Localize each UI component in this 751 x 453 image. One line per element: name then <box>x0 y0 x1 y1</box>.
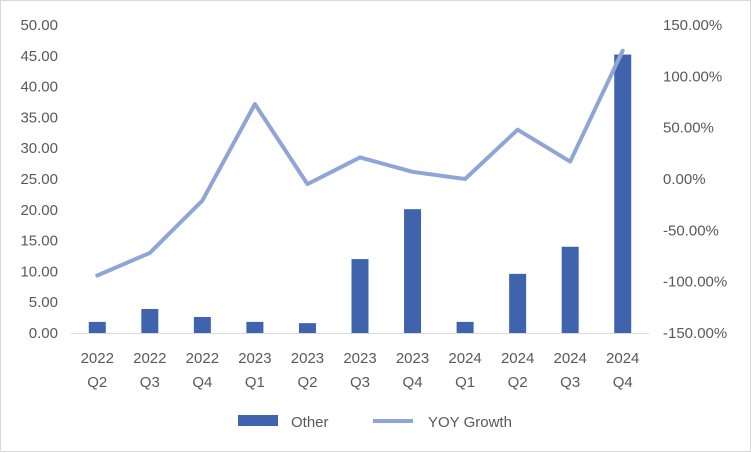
right-axis-tick-label: 100.00% <box>663 68 722 85</box>
bar-other <box>141 308 159 333</box>
right-axis-tick-label: -50.00% <box>663 222 719 239</box>
bar-other <box>456 321 474 333</box>
left-axis-ticks: 0.00 5.00 10.00 15.00 20.00 25.00 30.00 35.00 40… <box>20 17 58 342</box>
x-axis-tick-label-quarter: Q2 <box>297 374 317 391</box>
bar-other <box>246 321 264 333</box>
x-axis-tick-label-quarter: Q2 <box>508 374 528 391</box>
x-axis-tick-label-year: 2022 <box>133 350 166 367</box>
x-axis-tick-label-year: 2023 <box>238 350 271 367</box>
left-axis-tick-label: 45.00 <box>20 48 58 65</box>
x-axis-ticks: 2022 Q2 2022 Q3 2022 Q4 2023 Q1 2023 Q2 2023 Q3 2023… <box>81 350 640 391</box>
x-axis-tick-label-year: 2023 <box>343 350 376 367</box>
left-axis-tick-label: 5.00 <box>29 294 58 311</box>
bar-other <box>509 273 527 333</box>
legend-label-yoy-growth: YOY Growth <box>428 414 512 431</box>
right-axis-tick-label: -150.00% <box>663 325 727 342</box>
bar-other <box>298 323 316 333</box>
x-axis-tick-label-year: 2024 <box>553 350 586 367</box>
bar-other <box>404 209 422 333</box>
x-axis-tick-label-year: 2022 <box>81 350 114 367</box>
x-axis-tick-label-year: 2024 <box>448 350 481 367</box>
right-axis-tick-label: -100.00% <box>663 274 727 291</box>
left-axis-tick-label: 50.00 <box>20 17 58 34</box>
line-yoy-growth <box>95 48 625 278</box>
left-axis-tick-label: 40.00 <box>20 79 58 96</box>
x-axis-tick-label-year: 2024 <box>501 350 534 367</box>
left-axis-tick-label: 10.00 <box>20 263 58 280</box>
line-series-yoy-growth <box>95 48 625 278</box>
left-axis-tick-label: 15.00 <box>20 233 58 250</box>
right-axis-tick-label: 0.00% <box>663 171 706 188</box>
x-axis-tick-label-year: 2024 <box>606 350 639 367</box>
bar-other <box>561 246 579 333</box>
left-axis-tick-label: 20.00 <box>20 202 58 219</box>
bar-other <box>351 259 369 333</box>
x-axis-tick-label-quarter: Q3 <box>560 374 580 391</box>
x-axis-tick-label-quarter: Q2 <box>87 374 107 391</box>
x-axis-tick-label-year: 2023 <box>396 350 429 367</box>
legend-swatch-other <box>238 415 278 426</box>
bar-other <box>193 316 211 333</box>
legend: Other YOY Growth <box>238 414 512 431</box>
right-axis-tick-label: 150.00% <box>663 17 722 34</box>
x-axis-tick-label-quarter: Q4 <box>192 374 212 391</box>
x-axis-tick-label-quarter: Q3 <box>350 374 370 391</box>
left-axis-tick-label: 0.00 <box>29 325 58 342</box>
x-axis-tick-label-quarter: Q4 <box>613 374 633 391</box>
x-axis-tick-label-quarter: Q1 <box>455 374 475 391</box>
bar-series-other <box>88 54 632 334</box>
bar-other <box>614 54 632 334</box>
left-axis-tick-label: 25.00 <box>20 171 58 188</box>
left-axis-tick-label: 30.00 <box>20 140 58 157</box>
x-axis-tick-label-quarter: Q4 <box>403 374 423 391</box>
x-axis-tick-label-year: 2023 <box>291 350 324 367</box>
legend-label-other: Other <box>291 414 329 431</box>
left-axis-tick-label: 35.00 <box>20 109 58 126</box>
x-axis-tick-label-quarter: Q3 <box>140 374 160 391</box>
right-axis-tick-label: 50.00% <box>663 120 714 137</box>
right-axis-ticks: -150.00% -100.00% -50.00% 0.00% 50.00% 100.00… <box>663 17 727 342</box>
x-axis-tick-label-year: 2022 <box>186 350 219 367</box>
bar-other <box>88 321 106 333</box>
x-axis-tick-label-quarter: Q1 <box>245 374 265 391</box>
